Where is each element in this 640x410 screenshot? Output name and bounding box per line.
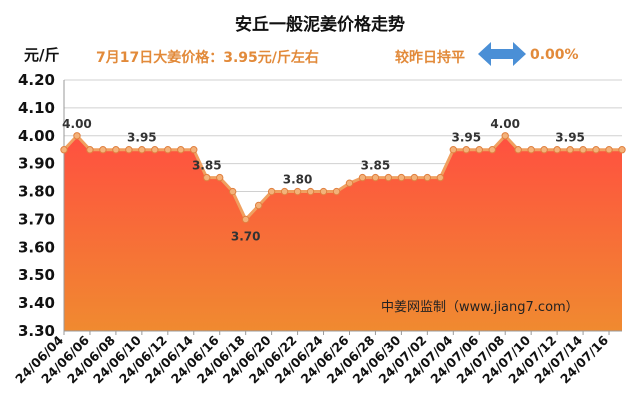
y-axis-unit: 元/斤 xyxy=(24,46,60,64)
data-point xyxy=(358,173,367,182)
data-point xyxy=(514,146,522,154)
data-point xyxy=(164,146,172,154)
y-tick-label: 4.00 xyxy=(18,127,55,145)
data-point xyxy=(138,146,146,154)
data-label: 3.70 xyxy=(231,229,261,243)
data-point xyxy=(177,146,185,154)
data-point xyxy=(293,187,302,196)
data-point xyxy=(86,146,94,154)
data-point xyxy=(475,146,483,154)
data-point xyxy=(241,215,250,224)
data-point xyxy=(384,173,393,182)
change-percent: 0.00% xyxy=(530,47,579,63)
data-point xyxy=(618,146,626,154)
price-area xyxy=(64,135,622,331)
data-point xyxy=(60,146,68,154)
data-point xyxy=(423,173,432,182)
data-label: 3.95 xyxy=(127,131,157,145)
data-point xyxy=(449,146,458,154)
data-point xyxy=(605,146,613,154)
data-point xyxy=(228,187,237,196)
data-point xyxy=(345,179,354,187)
y-tick-label: 3.90 xyxy=(18,155,55,173)
current-price-info: 7月17日大姜价格：3.95元/斤左右 xyxy=(96,50,319,66)
compare-label: 较昨日持平 xyxy=(395,50,465,66)
y-tick-label: 3.60 xyxy=(18,238,55,256)
y-tick-label: 4.10 xyxy=(18,99,55,117)
data-point xyxy=(267,187,276,196)
data-label: 3.95 xyxy=(555,131,585,145)
data-label: 3.85 xyxy=(192,159,222,173)
data-point xyxy=(579,146,587,154)
data-point xyxy=(462,146,470,154)
data-point xyxy=(397,173,406,182)
data-label: 4.00 xyxy=(490,117,520,131)
data-label: 3.80 xyxy=(283,173,313,187)
chart-title: 安丘一般泥姜价格走势 xyxy=(235,15,405,35)
data-label: 3.95 xyxy=(451,131,481,145)
data-point xyxy=(592,146,600,154)
data-point xyxy=(125,146,133,154)
data-point xyxy=(190,146,198,154)
data-point xyxy=(488,146,496,154)
y-tick-label: 3.40 xyxy=(18,294,55,312)
data-label: 3.85 xyxy=(361,159,391,173)
data-point xyxy=(73,132,81,140)
data-point xyxy=(332,187,341,196)
data-label: 4.00 xyxy=(62,117,92,131)
data-point xyxy=(371,173,380,182)
data-point xyxy=(436,173,445,182)
data-point xyxy=(254,201,263,210)
left-right-arrow-icon xyxy=(478,42,526,66)
data-point xyxy=(306,187,315,196)
watermark: 中姜网监制（www.jiang7.com） xyxy=(381,300,579,315)
data-point xyxy=(319,187,328,196)
data-point xyxy=(151,146,159,154)
y-tick-label: 4.20 xyxy=(18,71,55,89)
data-point xyxy=(527,146,535,154)
data-point xyxy=(410,173,419,182)
data-point xyxy=(203,173,211,182)
data-point xyxy=(99,146,107,154)
data-point xyxy=(216,173,224,182)
y-tick-label: 3.30 xyxy=(18,322,55,340)
data-point xyxy=(566,146,574,154)
data-point xyxy=(280,187,289,196)
data-point xyxy=(501,132,509,140)
y-tick-label: 3.70 xyxy=(18,210,55,228)
data-point xyxy=(553,146,561,154)
data-point xyxy=(112,146,120,154)
y-tick-label: 3.80 xyxy=(18,183,55,201)
data-point xyxy=(540,146,548,154)
y-tick-label: 3.50 xyxy=(18,266,55,284)
